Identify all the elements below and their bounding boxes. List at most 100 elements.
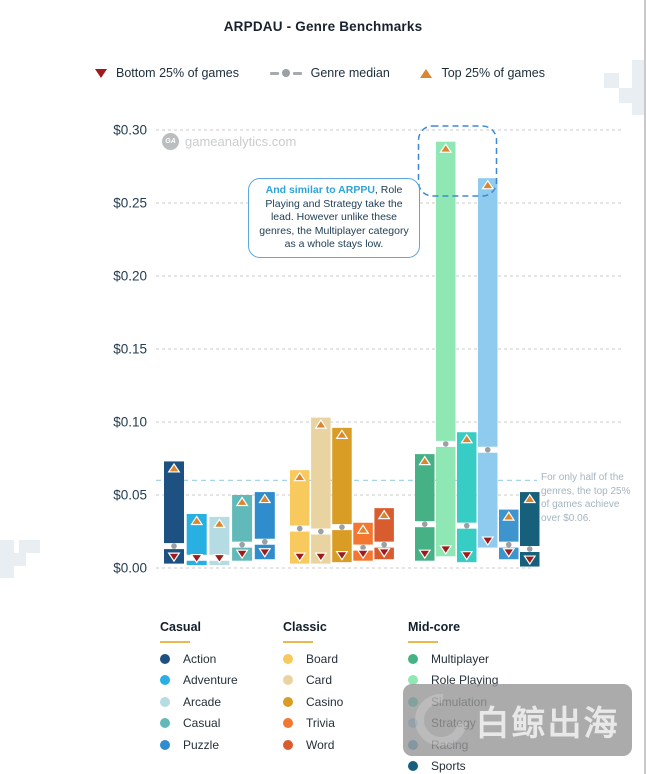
bottom25-marker	[377, 548, 391, 558]
legend-item-multiplayer: Multiplayer	[408, 652, 538, 666]
legend-color-dot	[283, 718, 293, 728]
legend-item-label: Card	[306, 673, 333, 687]
top25-marker	[502, 511, 516, 521]
legend-color-dot	[408, 653, 418, 664]
legend-item-casino: Casino	[283, 695, 413, 709]
y-axis-tick-label: $0.00	[113, 561, 147, 576]
median-dash-icon	[269, 71, 279, 75]
legend-item-label: Arcade	[183, 694, 222, 709]
page-right-border	[644, 0, 646, 774]
bottom25-triangle-icon	[95, 68, 107, 78]
top25-marker	[523, 493, 537, 504]
bottom25-marker	[212, 553, 226, 564]
pixel-decoration	[0, 540, 14, 553]
top25-marker	[439, 143, 453, 153]
legend-color-dot	[160, 653, 170, 664]
legend-group-title: Casual	[160, 620, 201, 634]
top25-marker	[481, 179, 495, 190]
chart-title: ARPDAU - Genre Benchmarks	[223, 19, 423, 34]
y-axis-tick-label: $0.30	[113, 123, 147, 138]
legend-color-dot	[160, 739, 170, 750]
bar-sports	[520, 492, 540, 567]
pixel-decoration	[632, 60, 646, 115]
top25-marker	[335, 429, 349, 439]
median-dot	[484, 446, 491, 453]
legend-color-dot	[408, 761, 418, 771]
y-axis-tick-label: $0.15	[113, 342, 147, 357]
legend-color-dot	[283, 696, 293, 707]
legend-color-dot	[160, 696, 170, 707]
legend-group-title: Mid-core	[408, 620, 461, 634]
legend-item-label: Action	[183, 651, 217, 666]
legend-group-casual: Casual Action Adventure Arcade Casual Puzzle	[160, 620, 290, 752]
legend-underline	[283, 641, 313, 643]
top25-marker	[258, 493, 272, 504]
bottom25-marker	[335, 551, 349, 561]
legend-item-action: Action	[160, 651, 290, 666]
top25-marker	[356, 524, 370, 534]
median-dot	[526, 546, 533, 552]
median-dot	[318, 528, 324, 535]
legend-color-dot	[160, 718, 170, 728]
top25-marker	[377, 509, 391, 520]
bar-strategy	[478, 178, 498, 548]
top25-marker	[190, 515, 204, 526]
median-dot	[421, 521, 428, 527]
bottom25-marker	[167, 552, 181, 563]
bottom25-marker	[356, 549, 370, 560]
bottom25-marker	[460, 551, 474, 561]
legend-color-dot	[283, 675, 293, 685]
callout-rest-text: , Role Playing and Strategy take the lea…	[259, 184, 409, 250]
callout-highlight-text: And similar to ARPPU	[265, 184, 375, 196]
legend-item-label: Trivia	[306, 716, 335, 730]
bottom25-marker	[258, 548, 272, 558]
bottom25-marker	[314, 552, 328, 563]
legend-median: Genre median	[269, 66, 390, 80]
gameanalytics-watermark: GA gameanalytics.com	[162, 133, 296, 150]
top25-marker	[314, 419, 328, 429]
legend-item-label: Adventure	[183, 673, 238, 687]
legend-item-adventure: Adventure	[160, 673, 290, 687]
median-dot	[505, 541, 512, 548]
legend-item-arcade: Arcade	[160, 694, 290, 709]
legend-underline	[160, 641, 190, 643]
bar-adventure	[186, 513, 207, 566]
median-dot	[171, 543, 177, 549]
median-dash-icon	[292, 71, 302, 75]
bottom25-marker	[418, 549, 432, 560]
gameanalytics-logo-icon: GA	[162, 133, 179, 150]
legend-group-classic: Classic Board Card Casino Trivia Word	[283, 620, 413, 752]
y-axis-tick-label: $0.25	[113, 196, 147, 211]
median-dot	[239, 541, 245, 548]
bar-card	[311, 417, 331, 564]
legend-item-label: Sports	[431, 759, 466, 773]
legend-item-trivia: Trivia	[283, 716, 413, 730]
top25-marker	[293, 471, 307, 482]
bottom25-marker	[293, 552, 307, 563]
bottom25-marker	[439, 545, 453, 555]
median-dot	[381, 541, 387, 548]
legend-color-dot	[283, 653, 293, 664]
legend-bottom25: Bottom 25% of games	[95, 66, 239, 80]
legend-color-dot	[283, 739, 293, 750]
top25-marker	[235, 496, 249, 507]
legend-group-title: Classic	[283, 620, 327, 634]
threshold-note: For only half of the genres, the top 25%…	[541, 472, 631, 524]
legend-item-card: Card	[283, 673, 413, 687]
top25-triangle-icon	[420, 68, 433, 78]
legend-item-word: Word	[283, 738, 413, 752]
bar-arcade	[209, 516, 230, 566]
gameanalytics-url: gameanalytics.com	[185, 134, 297, 149]
median-marker-icon	[269, 69, 302, 77]
bottom25-marker	[190, 553, 204, 564]
bar-role-playing	[436, 141, 456, 557]
legend-item-label: Puzzle	[183, 737, 220, 752]
top25-marker	[167, 462, 181, 473]
median-dot	[360, 544, 366, 551]
legend-item-casual: Casual	[160, 716, 290, 730]
bar-action	[164, 461, 184, 564]
legend-color-dot	[160, 675, 170, 685]
median-dot	[262, 538, 268, 545]
top-legend: Bottom 25% of games Genre median Top 25%…	[95, 66, 545, 80]
